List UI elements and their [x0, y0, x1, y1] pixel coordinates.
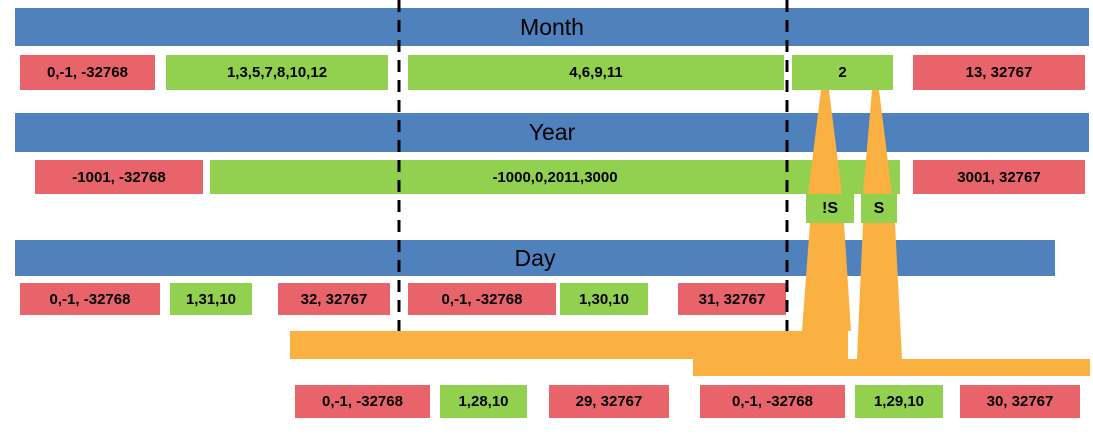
month-invalid-high: 13, 32767 [913, 55, 1085, 90]
day-title: Day [514, 244, 556, 271]
leap-flag: S [861, 194, 897, 223]
month-31day-class: 1,3,5,7,8,10,12 [166, 55, 388, 90]
year-valid-class: -1000,0,2011,3000 [210, 160, 900, 194]
day30-invalid-high: 31, 32767 [678, 283, 786, 315]
day30-invalid-low: 0,-1, -32768 [408, 283, 556, 315]
day31-invalid-high: 32, 32767 [278, 283, 390, 315]
day31-valid-class: 1,31,10 [170, 283, 252, 315]
day30-valid-class: 1,30,10 [560, 283, 648, 315]
feb29-invalid-low: 0,-1, -32768 [700, 385, 845, 418]
day31-invalid-low: 0,-1, -32768 [20, 283, 160, 315]
month-30day-class: 4,6,9,11 [408, 55, 784, 90]
leap-band [693, 359, 1090, 376]
non-leap-flag: !S [806, 194, 854, 223]
feb28-invalid-high: 29, 32767 [549, 385, 669, 418]
month-title: Month [520, 13, 584, 40]
year-invalid-high: 3001, 32767 [913, 160, 1085, 194]
year-invalid-low: -1001, -32768 [35, 160, 203, 194]
month-bar: Month [15, 8, 1089, 46]
feb29-valid-class: 1,29,10 [855, 385, 943, 418]
month-february-class: 2 [792, 55, 893, 90]
nonleap-band [290, 331, 848, 359]
feb28-valid-class: 1,28,10 [440, 385, 527, 418]
day-bar: Day [15, 240, 1055, 276]
feb29-invalid-high: 30, 32767 [960, 385, 1080, 418]
feb28-invalid-low: 0,-1, -32768 [295, 385, 430, 418]
year-bar: Year [15, 113, 1089, 152]
year-title: Year [528, 119, 576, 145]
month-invalid-low: 0,-1, -32768 [20, 55, 155, 90]
